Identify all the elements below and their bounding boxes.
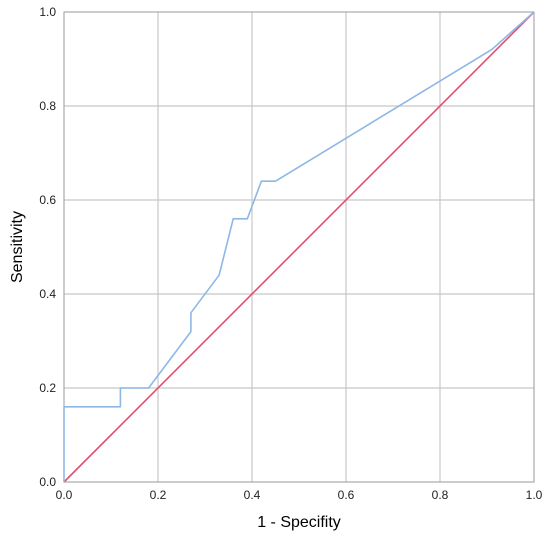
y-tick-label: 0.2 (39, 381, 56, 395)
x-tick-label: 0.8 (432, 488, 449, 502)
y-tick-labels: 0.0 0.2 0.4 0.6 0.8 1.0 (39, 5, 56, 489)
y-tick-label: 0.6 (39, 193, 56, 207)
series-layer (63, 11, 535, 483)
y-axis-label: Sensitivity (9, 211, 26, 283)
y-tick-label: 1.0 (39, 5, 56, 19)
roc-curve-line (63, 11, 535, 482)
y-tick-label: 0.4 (39, 287, 56, 301)
x-tick-label: 0.4 (244, 488, 261, 502)
x-axis-label: 1 - Specifity (257, 514, 341, 531)
x-tick-label: 0.6 (338, 488, 355, 502)
y-tick-label: 0.8 (39, 99, 56, 113)
reference-diagonal-line (63, 11, 535, 483)
x-tick-label: 1.0 (526, 488, 543, 502)
x-tick-label: 0.0 (56, 488, 73, 502)
plot-frame (63, 11, 535, 483)
x-tick-labels: 0.0 0.2 0.4 0.6 0.8 1.0 (56, 488, 543, 502)
y-tick-label: 0.0 (39, 475, 56, 489)
x-tick-label: 0.2 (150, 488, 167, 502)
